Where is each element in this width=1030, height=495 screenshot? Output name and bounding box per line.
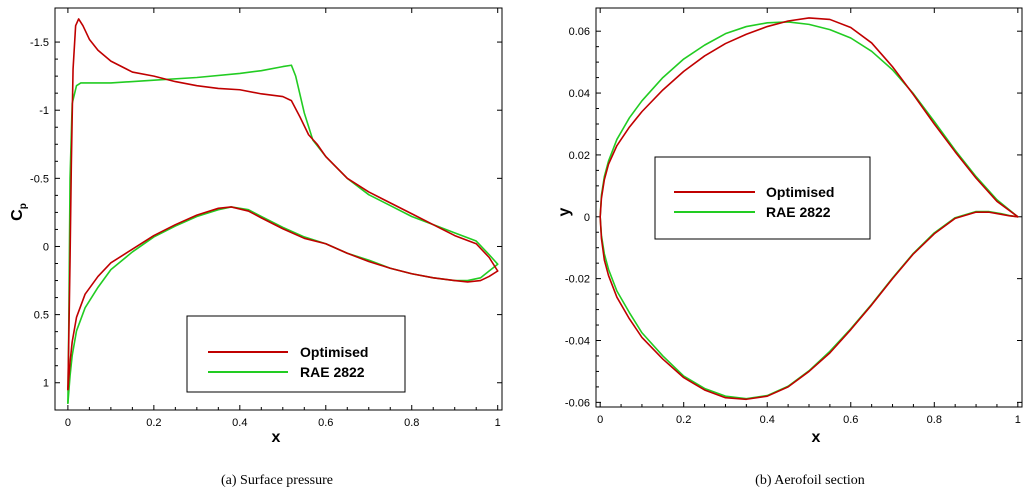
y-tick-label: -0.02 [565, 274, 590, 286]
series-lines [67, 18, 499, 404]
x-tick-label: 0 [65, 417, 71, 429]
plot-frame [54, 7, 503, 411]
x-tick-label: 0.4 [760, 414, 775, 426]
y-tick-label: -0.06 [565, 397, 590, 409]
series-lines [599, 17, 1019, 401]
series-line-optimised-upper [67, 18, 499, 391]
surface-pressure-chart: 0 0.2 0.4 0.6 0.8 1 -1.5 -1 -0.5 0 0.5 1 x Cp Opti… [9, 7, 503, 488]
series-line-optimised-upper [599, 17, 1019, 218]
caption-b: (b) Aerofoil section [755, 473, 865, 488]
y-axis-label: Cp [9, 203, 29, 221]
y-tick-label: -0.5 [30, 173, 49, 185]
y-axis-label: y [556, 207, 573, 216]
y-tick-label: 1 [43, 378, 49, 390]
x-tick-label: 0.6 [843, 414, 858, 426]
legend-box [186, 315, 406, 393]
y-axis-ticks: -1.5 -1 -0.5 0 0.5 1 [30, 37, 502, 390]
y-tick-label: -1 [39, 105, 49, 117]
y-tick-label: -0.04 [565, 336, 590, 348]
y-tick-label: 0.02 [569, 150, 590, 162]
x-tick-label: 0.2 [676, 414, 691, 426]
legend-label-optimised: Optimised [300, 344, 368, 360]
x-tick-label: 0.6 [318, 417, 333, 429]
y-axis-label-subscript: p [18, 203, 29, 209]
legend: Optimised RAE 2822 [654, 156, 871, 240]
legend-label-rae2822: RAE 2822 [300, 364, 365, 380]
x-tick-label: 0.4 [232, 417, 247, 429]
series-line-rae2822-upper [67, 64, 499, 404]
legend-label-rae2822: RAE 2822 [766, 204, 831, 220]
y-tick-label: 0 [584, 212, 590, 224]
aerofoil-section-chart: 0 0.2 0.4 0.6 0.8 1 -0.06 -0.04 -0.02 0 0.02 0.04 0… [556, 7, 1023, 488]
y-tick-label: 0.5 [34, 310, 49, 322]
x-tick-label: 0.8 [927, 414, 942, 426]
y-tick-label: 0 [43, 241, 49, 253]
x-axis-ticks: 0 0.2 0.4 0.6 0.8 1 [597, 8, 1021, 426]
series-line-optimised-lower [599, 211, 1019, 401]
series-line-optimised-lower [67, 206, 499, 391]
x-axis-label: x [272, 429, 281, 446]
x-tick-label: 1 [1015, 414, 1021, 426]
y-tick-label: -1.5 [30, 37, 49, 49]
legend: Optimised RAE 2822 [186, 315, 406, 393]
x-tick-label: 0.8 [404, 417, 419, 429]
y-axis-label-main: C [9, 209, 26, 221]
legend-label-optimised: Optimised [766, 184, 834, 200]
x-axis-ticks: 0 0.2 0.4 0.6 0.8 1 [65, 8, 501, 429]
x-axis-label: x [812, 429, 821, 446]
legend-box [654, 156, 871, 240]
y-tick-label: 0.04 [569, 88, 590, 100]
x-tick-label: 0 [597, 414, 603, 426]
series-line-rae2822-upper [599, 21, 1019, 218]
x-tick-label: 0.2 [146, 417, 161, 429]
caption-a: (a) Surface pressure [221, 473, 333, 488]
x-tick-label: 1 [495, 417, 501, 429]
y-tick-label: 0.06 [569, 26, 590, 38]
